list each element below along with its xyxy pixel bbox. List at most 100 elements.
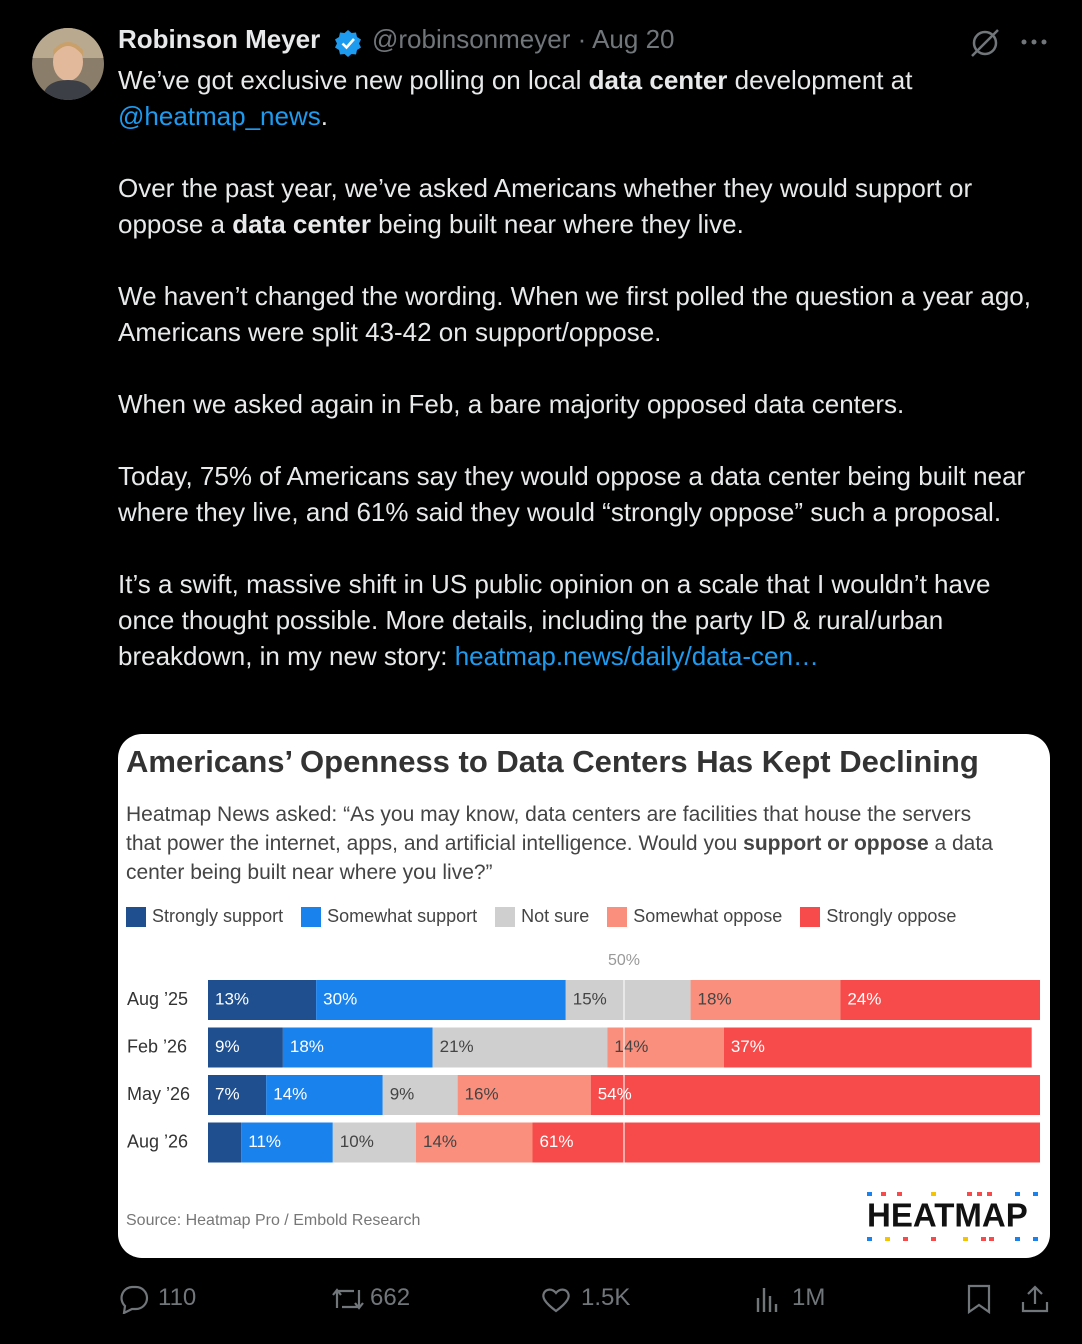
paragraph: When we asked again in Feb, a bare major… [118,386,1043,422]
repost-count[interactable]: 662 [370,1284,411,1311]
data-label: 10% [340,1132,374,1151]
bar-segment [208,1122,242,1163]
data-label: 18% [290,1037,324,1056]
more-icon[interactable] [1018,32,1052,52]
reply-count[interactable]: 110 [158,1284,197,1311]
data-label: 18% [698,989,732,1008]
bookmark-icon[interactable] [966,1284,992,1314]
tweet-meta: @robinsonmeyer · Aug 20 [372,24,674,55]
legend-label: Strongly support [152,906,284,926]
legend-item: Somewhat support [301,906,477,927]
text-run: Heatmap News asked: “As you may know, da… [126,803,972,855]
paragraph: It’s a swift, massive shift in US public… [118,566,1043,674]
text-run: support or oppose [743,832,929,855]
data-label: 24% [847,989,881,1008]
data-label: 30% [323,989,357,1008]
data-label: 9% [390,1084,415,1103]
views-icon[interactable] [754,1286,782,1314]
like-count[interactable]: 1.5K [581,1284,631,1311]
grok-icon[interactable] [968,26,1002,60]
bar-segment [690,980,841,1020]
data-label: 11% [248,1132,281,1151]
legend-label: Strongly oppose [826,906,957,926]
bar-segment [432,1027,608,1068]
tweet-text: We’ve got exclusive new polling on local… [118,62,1043,710]
bar-segment [565,980,691,1020]
paragraph: Today, 75% of Americans say they would o… [118,458,1043,530]
bar-segment [332,1122,416,1163]
data-label: 21% [440,1037,474,1056]
legend-swatch [301,906,322,927]
legend-label: Somewhat oppose [633,906,783,926]
like-icon[interactable] [540,1286,572,1314]
y-tick-label: Feb ’26 [127,1036,187,1056]
bar-segment [266,1075,383,1115]
data-label: 16% [465,1084,499,1103]
bar-segment [316,980,566,1020]
bar-segment [723,1027,1032,1068]
text-run: We haven’t changed the wording. When we … [118,281,1031,347]
bar-segment [457,1075,591,1115]
data-label: 13% [215,989,249,1008]
text-run: Over the past year, we’ve asked American… [118,173,973,239]
logo: HEATMAP [867,1192,1038,1241]
author-name[interactable]: Robinson Meyer [118,24,321,54]
bar-segment [241,1122,333,1163]
logo-dots [867,1192,1038,1241]
text-run: data center [232,209,371,239]
bar-segment [208,1027,283,1068]
chart-title: Americans’ Openness to Data Centers Has … [126,744,979,779]
link[interactable]: heatmap.news/daily/data-cen… [454,641,819,671]
y-tick-label: May ’26 [127,1084,190,1104]
chart-subtitle: Heatmap News asked: “As you may know, da… [126,800,998,887]
y-tick-label: Aug ’25 [127,989,188,1009]
views-count[interactable]: 1M [792,1284,826,1311]
data-label: 14% [423,1132,457,1151]
legend-label: Somewhat support [327,906,478,926]
bar-segment [532,1122,1040,1163]
paragraph: Over the past year, we’ve asked American… [118,170,1043,242]
text-run: Today, 75% of Americans say they would o… [118,461,1026,527]
bar-segment [590,1075,1040,1115]
text-run: data center [588,65,728,95]
paragraph: We’ve got exclusive new polling on local… [118,62,1043,134]
data-label: 54% [598,1084,632,1103]
date[interactable]: Aug 20 [592,24,675,54]
legend-item: Somewhat oppose [607,906,782,927]
verified-badge [335,30,361,57]
handle[interactable]: @robinsonmeyer [372,24,571,54]
avatar[interactable] [32,28,104,100]
data-label: 61% [539,1132,573,1151]
legend-swatch [495,906,516,927]
reply-icon[interactable] [118,1284,150,1314]
reference-label: 50% [608,954,640,969]
data-label: 37% [731,1037,765,1056]
bar-segment [607,1027,724,1068]
legend-label: Not sure [521,906,590,926]
chart: Aug ’25 13% 30% 15% 18% 24% Feb ’26 9% 18% 21% 14%… [127,954,1040,1163]
text-run: It’s a swift, massive shift in US public… [118,569,991,671]
data-label: 15% [573,989,607,1008]
legend-swatch [607,906,628,927]
bar-segment [382,1075,458,1115]
legend: Strongly support Somewhat support Not sure… [126,906,956,927]
bar-segment [208,980,317,1020]
text-run: When we asked again in Feb, a bare major… [118,389,905,419]
legend-item: Strongly support [126,906,283,927]
text-run: being built near where they live. [370,209,744,239]
logo-text: HEATMAP [867,1197,1028,1234]
bar-segment [840,980,1040,1020]
link[interactable]: @heatmap_news [118,101,321,131]
legend-item: Not sure [495,906,589,927]
paragraph: We haven’t changed the wording. When we … [118,278,1043,350]
legend-item: Strongly oppose [800,906,956,927]
legend-swatch [126,906,146,927]
text-run: development at [727,65,913,95]
repost-icon[interactable] [330,1286,366,1312]
data-label: 14% [614,1037,648,1056]
y-tick-label: Aug ’26 [127,1131,188,1151]
share-icon[interactable] [1020,1284,1050,1314]
data-label: 14% [273,1084,307,1103]
separator: · [577,24,587,54]
